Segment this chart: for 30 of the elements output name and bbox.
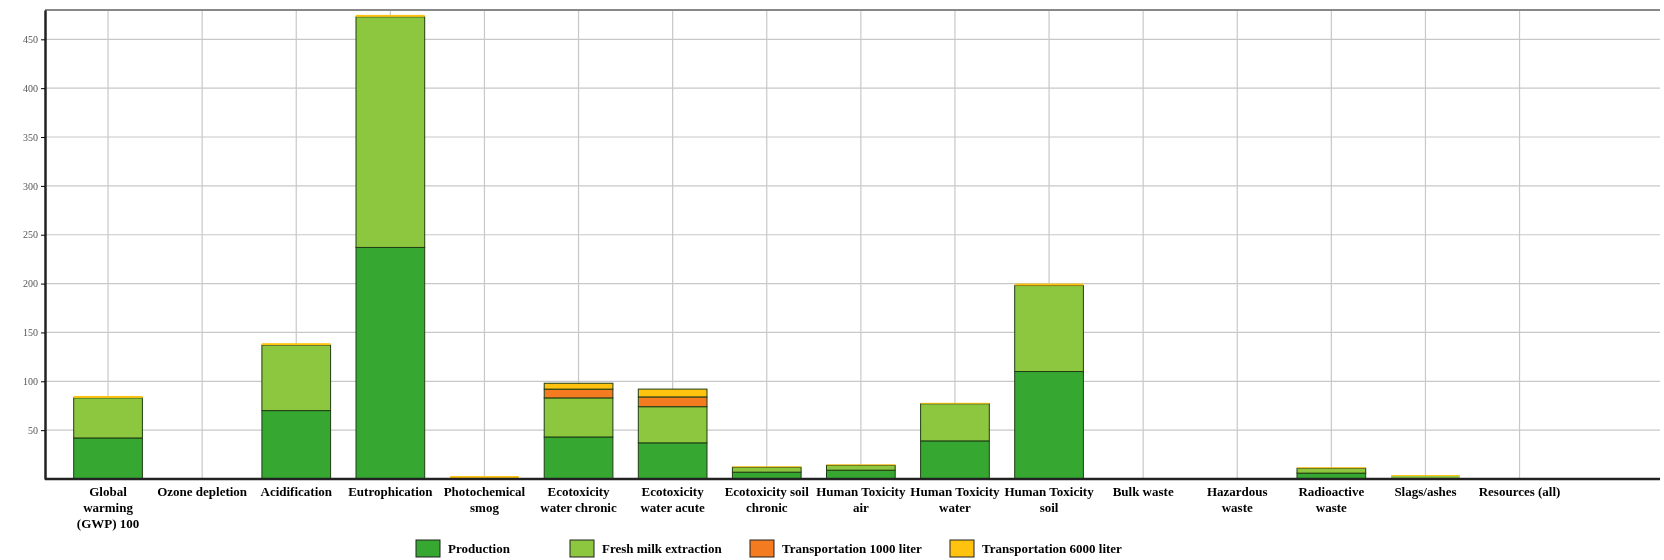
- y-tick-label: 300: [23, 180, 38, 192]
- legend-label: Transportation 1000 liter: [782, 541, 923, 556]
- y-tick-label: 450: [23, 34, 38, 46]
- x-tick-label: Eutrophication: [348, 484, 434, 499]
- bar: [1296, 467, 1367, 474]
- y-tick-label: 400: [23, 82, 38, 94]
- x-tick-label: Ecotoxicity water acute: [640, 484, 706, 515]
- legend-label: Fresh milk extraction: [602, 541, 723, 556]
- legend-label: Production: [448, 541, 511, 556]
- y-tick-label: 200: [23, 278, 38, 290]
- x-tick-label: Ecotoxicity water chronic: [540, 484, 617, 515]
- x-tick-label: Human Toxicity water: [910, 484, 1001, 515]
- x-tick-label: Resources (all): [1478, 484, 1561, 499]
- x-tick-label: Human Toxicity air: [816, 484, 906, 515]
- x-tick-label: Hazardous waste: [1206, 484, 1268, 515]
- x-tick-label: Human Toxicity soil: [1004, 484, 1095, 515]
- y-tick-label: 150: [23, 327, 38, 339]
- x-tick-label: Ecotoxicity soil chronic: [724, 484, 810, 515]
- x-tick-label: Radioactive waste: [1298, 484, 1365, 515]
- x-tick-label: Global warming (GWP) 100: [76, 484, 140, 531]
- x-tick-label: Photochemical smog: [443, 484, 526, 515]
- y-tick-label: 100: [23, 375, 38, 387]
- x-tick-label: Ozone depletion: [157, 484, 248, 499]
- x-tick-label: Slags/ashes: [1394, 484, 1457, 499]
- x-tick-label: Bulk waste: [1112, 484, 1174, 499]
- legend-label: Transportation 6000 liter: [982, 541, 1123, 556]
- y-tick-label: 50: [28, 424, 38, 436]
- y-tick-label: 250: [23, 229, 38, 241]
- y-tick-label: 350: [23, 131, 38, 143]
- x-tick-label: Acidification: [260, 484, 333, 499]
